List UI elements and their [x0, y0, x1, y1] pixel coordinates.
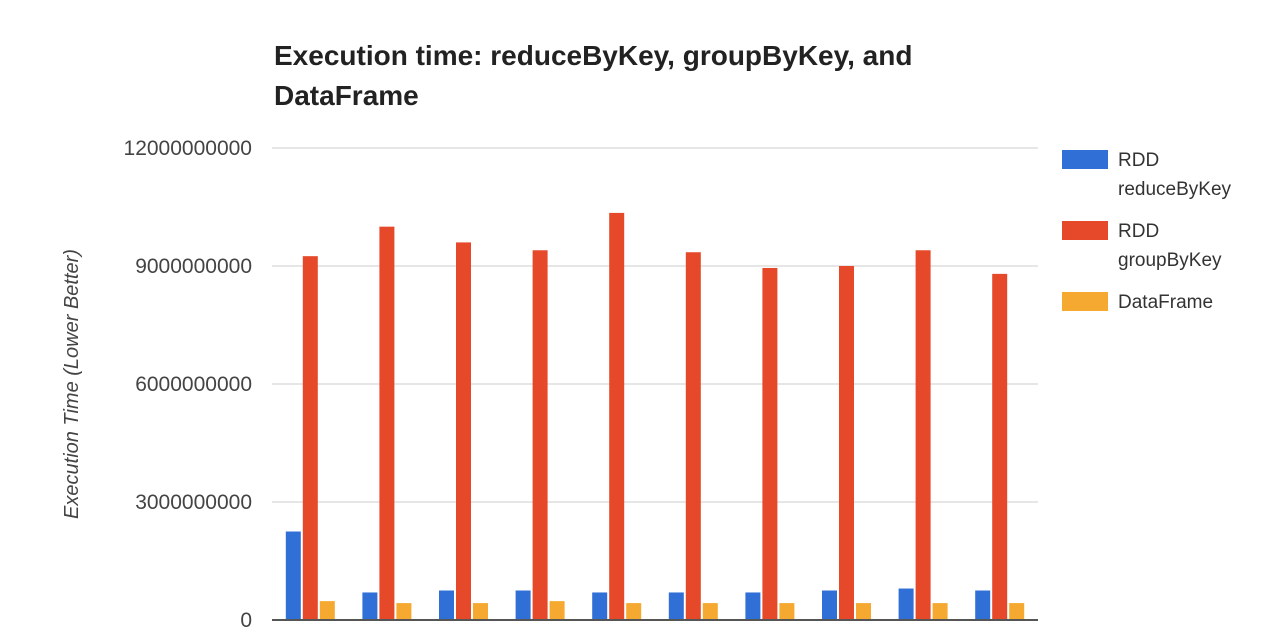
- legend-swatch: [1062, 221, 1108, 240]
- bar: [549, 601, 565, 620]
- bar: [915, 250, 931, 620]
- bar: [839, 266, 854, 620]
- bar: [702, 603, 718, 620]
- legend-label: RDD: [1118, 221, 1159, 242]
- bar: [856, 603, 871, 620]
- y-tick-label: 12000000000: [124, 137, 252, 160]
- y-tick-label: 6000000000: [135, 373, 252, 396]
- bar: [379, 226, 395, 620]
- bar: [822, 590, 837, 620]
- bar: [685, 252, 701, 620]
- bar: [473, 603, 488, 620]
- bar: [975, 590, 991, 620]
- y-axis-ticks: 0 3000000000 6000000000 9000000000 120000000…: [124, 137, 252, 632]
- y-tick-label: 9000000000: [135, 255, 252, 278]
- legend-swatch: [1062, 150, 1108, 169]
- bars: [285, 212, 1025, 620]
- bar: [668, 592, 684, 620]
- legend-label: groupByKey: [1118, 250, 1222, 271]
- bar: [285, 531, 301, 620]
- y-tick-label: 3000000000: [135, 491, 252, 514]
- bar: [609, 212, 625, 620]
- bar: [456, 242, 471, 620]
- bar: [302, 256, 318, 620]
- bar: [515, 590, 531, 620]
- bar: [779, 603, 795, 620]
- bar: [1009, 603, 1025, 620]
- legend: RDD reduceByKey RDD groupByKey DataFrame: [1062, 150, 1232, 313]
- bar: [745, 592, 761, 620]
- bar: [532, 250, 548, 620]
- bar: [362, 592, 378, 620]
- bar: [992, 273, 1008, 620]
- bar: [396, 603, 412, 620]
- chart-title: Execution time: reduceByKey, groupByKey,…: [274, 40, 913, 111]
- bar: [626, 603, 642, 620]
- y-tick-label: 0: [240, 609, 252, 632]
- y-axis-title: Execution Time (Lower Better): [61, 249, 83, 519]
- legend-label: reduceByKey: [1118, 179, 1232, 200]
- legend-label: RDD: [1118, 150, 1159, 171]
- bar: [592, 592, 608, 620]
- bar: [439, 590, 454, 620]
- bar: [932, 603, 948, 620]
- legend-label: DataFrame: [1118, 292, 1213, 313]
- gridlines: [272, 147, 1038, 503]
- bar: [319, 601, 335, 620]
- bar: [898, 588, 914, 620]
- legend-swatch: [1062, 292, 1108, 311]
- bar: [762, 267, 778, 620]
